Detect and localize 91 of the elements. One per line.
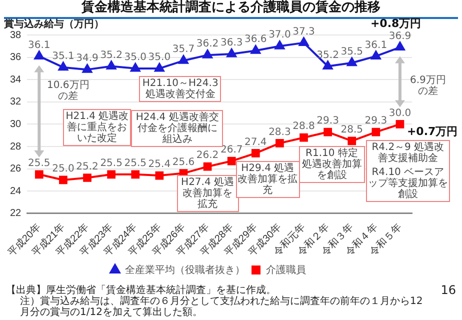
point <box>83 174 92 182</box>
point <box>300 133 308 142</box>
point <box>346 57 357 66</box>
data-label: 35.7 <box>172 44 195 56</box>
point <box>107 170 116 179</box>
data-label: 29.3 <box>316 116 339 127</box>
point <box>203 162 212 171</box>
point <box>372 128 380 136</box>
point <box>58 62 68 71</box>
point <box>59 176 68 184</box>
data-label: 25.2 <box>76 161 98 172</box>
point <box>178 55 188 64</box>
data-label: 28.5 <box>340 124 363 136</box>
y-tick-label: 28 <box>10 141 22 152</box>
text: 16 <box>440 283 456 297</box>
y-tick-label: 36 <box>10 52 22 64</box>
y-tick-label: 30 <box>10 118 22 130</box>
data-label: 28.8 <box>292 121 315 132</box>
data-label: 25.5 <box>100 158 122 169</box>
data-label: 28.3 <box>268 126 291 138</box>
point <box>130 62 140 72</box>
annotation: +0.7万円 <box>406 125 458 138</box>
data-label: 35.0 <box>124 52 147 64</box>
data-label: 27.4 <box>244 136 267 148</box>
point <box>274 40 285 50</box>
annotation: 10.6万円の差 <box>46 80 90 102</box>
data-label: 35.1 <box>52 50 74 62</box>
point <box>106 60 116 70</box>
annotation: H21.4 処遇改善に重点をおいた改定 <box>63 108 132 146</box>
y-tick-label: 26 <box>10 164 22 175</box>
annotation: H24.4 処遇改善交付金を介護報酬に組込み <box>136 112 219 145</box>
data-label: 25.0 <box>52 164 74 175</box>
point <box>154 62 164 72</box>
text: 注）賞与込み給与は、調査年の６月分として支払われた給与に調査年の前年の１月から12月分の賞与の1/12を加えて算出した額。 <box>19 296 424 318</box>
y-tick-label: 34 <box>10 74 22 86</box>
data-label: 36.6 <box>244 34 267 46</box>
y-tick-label: 24 <box>10 186 22 197</box>
point <box>34 170 44 179</box>
y-tick-label: 38 <box>10 30 22 41</box>
data-label: 25.4 <box>148 159 171 170</box>
data-label: 36.2 <box>196 38 219 50</box>
data-label: 36.9 <box>388 30 412 42</box>
point <box>250 45 261 54</box>
point <box>226 48 236 58</box>
data-label: 25.5 <box>124 158 147 169</box>
annotation: 6.9万円の差 <box>409 75 447 98</box>
annotation: H27.4 処遇改善加算を拡充 <box>176 174 239 212</box>
data-label: 35.0 <box>148 52 171 64</box>
point <box>348 136 356 146</box>
annotation: +0.8万円 <box>370 17 422 30</box>
legend-label: 全産業平均（役職者抜き） <box>125 264 245 276</box>
legend-label: 介護職員 <box>266 264 306 276</box>
data-label: 36.1 <box>364 40 388 51</box>
data-label: 29.3 <box>364 116 388 127</box>
point <box>251 149 260 158</box>
point <box>371 50 381 60</box>
y-axis-title: 賞与込み給与（万円） <box>4 19 104 30</box>
data-label: 36.1 <box>28 40 50 51</box>
point <box>227 156 236 166</box>
point <box>395 42 405 51</box>
chart-title: 賃金構造基本統計調査による介護職員の賃金の推移 <box>4 0 458 19</box>
data-label: 35.2 <box>100 50 122 61</box>
annotation: R4.10 ベースアップ等支援加算を創設 <box>368 167 448 200</box>
annotation: H29.4 処遇改善加算を拡充 <box>236 161 300 198</box>
text: 【出典】厚生労働省「賃金構造基本統計調査」を基に作成。 <box>6 285 277 296</box>
point <box>396 120 404 128</box>
annotation: H21.10～H24.3 処遇改善交付金 <box>139 76 222 102</box>
data-label: 26.7 <box>220 144 243 156</box>
point <box>82 64 92 73</box>
point <box>298 37 309 46</box>
data-label: 36.3 <box>220 38 243 49</box>
point <box>202 50 212 58</box>
annotation: R4.2～9 処遇改善支援補助金 <box>372 142 444 164</box>
data-label: 26.2 <box>196 150 219 162</box>
data-label: 37.3 <box>292 26 315 38</box>
data-label: 35.5 <box>340 46 363 58</box>
data-label: 25.6 <box>172 156 195 168</box>
annotation: R1.10 特定処遇改善加算を創設 <box>298 146 365 183</box>
data-label: 35.2 <box>316 50 339 61</box>
point <box>324 128 332 136</box>
point <box>34 50 44 60</box>
point <box>131 170 140 179</box>
data-label: 37.0 <box>268 30 291 41</box>
data-label: 34.9 <box>76 53 98 64</box>
point <box>276 138 284 148</box>
data-label: 25.5 <box>28 158 50 169</box>
y-tick-label: 32 <box>10 96 22 108</box>
y-tick-label: 22 <box>10 208 22 220</box>
point <box>322 60 333 70</box>
data-label: 30.0 <box>388 108 412 119</box>
point <box>155 171 164 180</box>
